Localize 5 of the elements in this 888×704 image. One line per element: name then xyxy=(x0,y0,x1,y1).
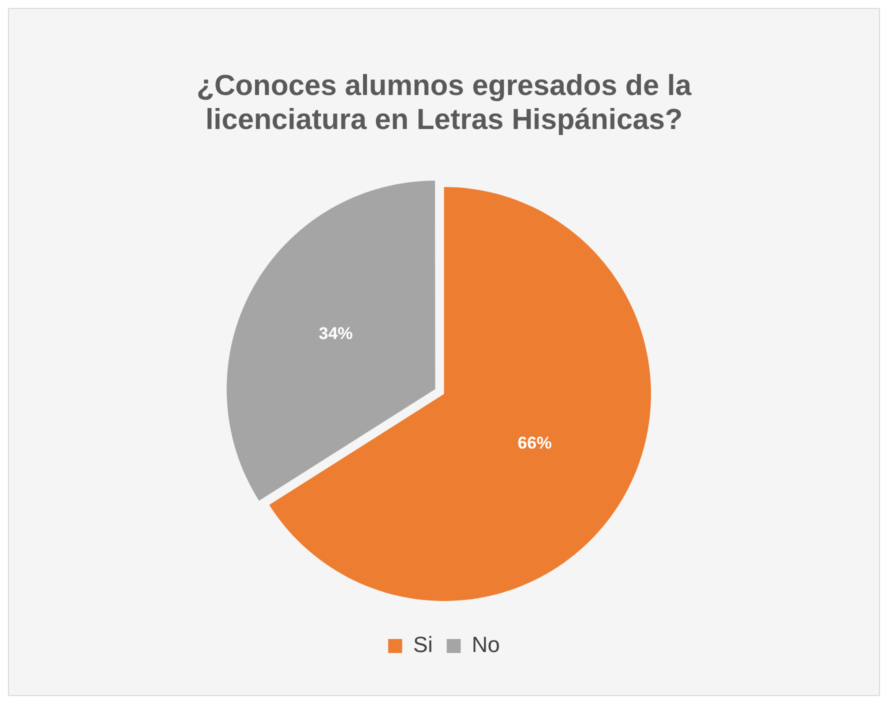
chart-title: ¿Conoces alumnos egresados de la licenciatura en Letras Hispánicas? xyxy=(196,69,692,137)
data-label: 66% xyxy=(518,434,552,453)
legend-label: No xyxy=(472,632,500,658)
data-label: 34% xyxy=(318,324,353,344)
legend-label: Si xyxy=(413,632,433,658)
